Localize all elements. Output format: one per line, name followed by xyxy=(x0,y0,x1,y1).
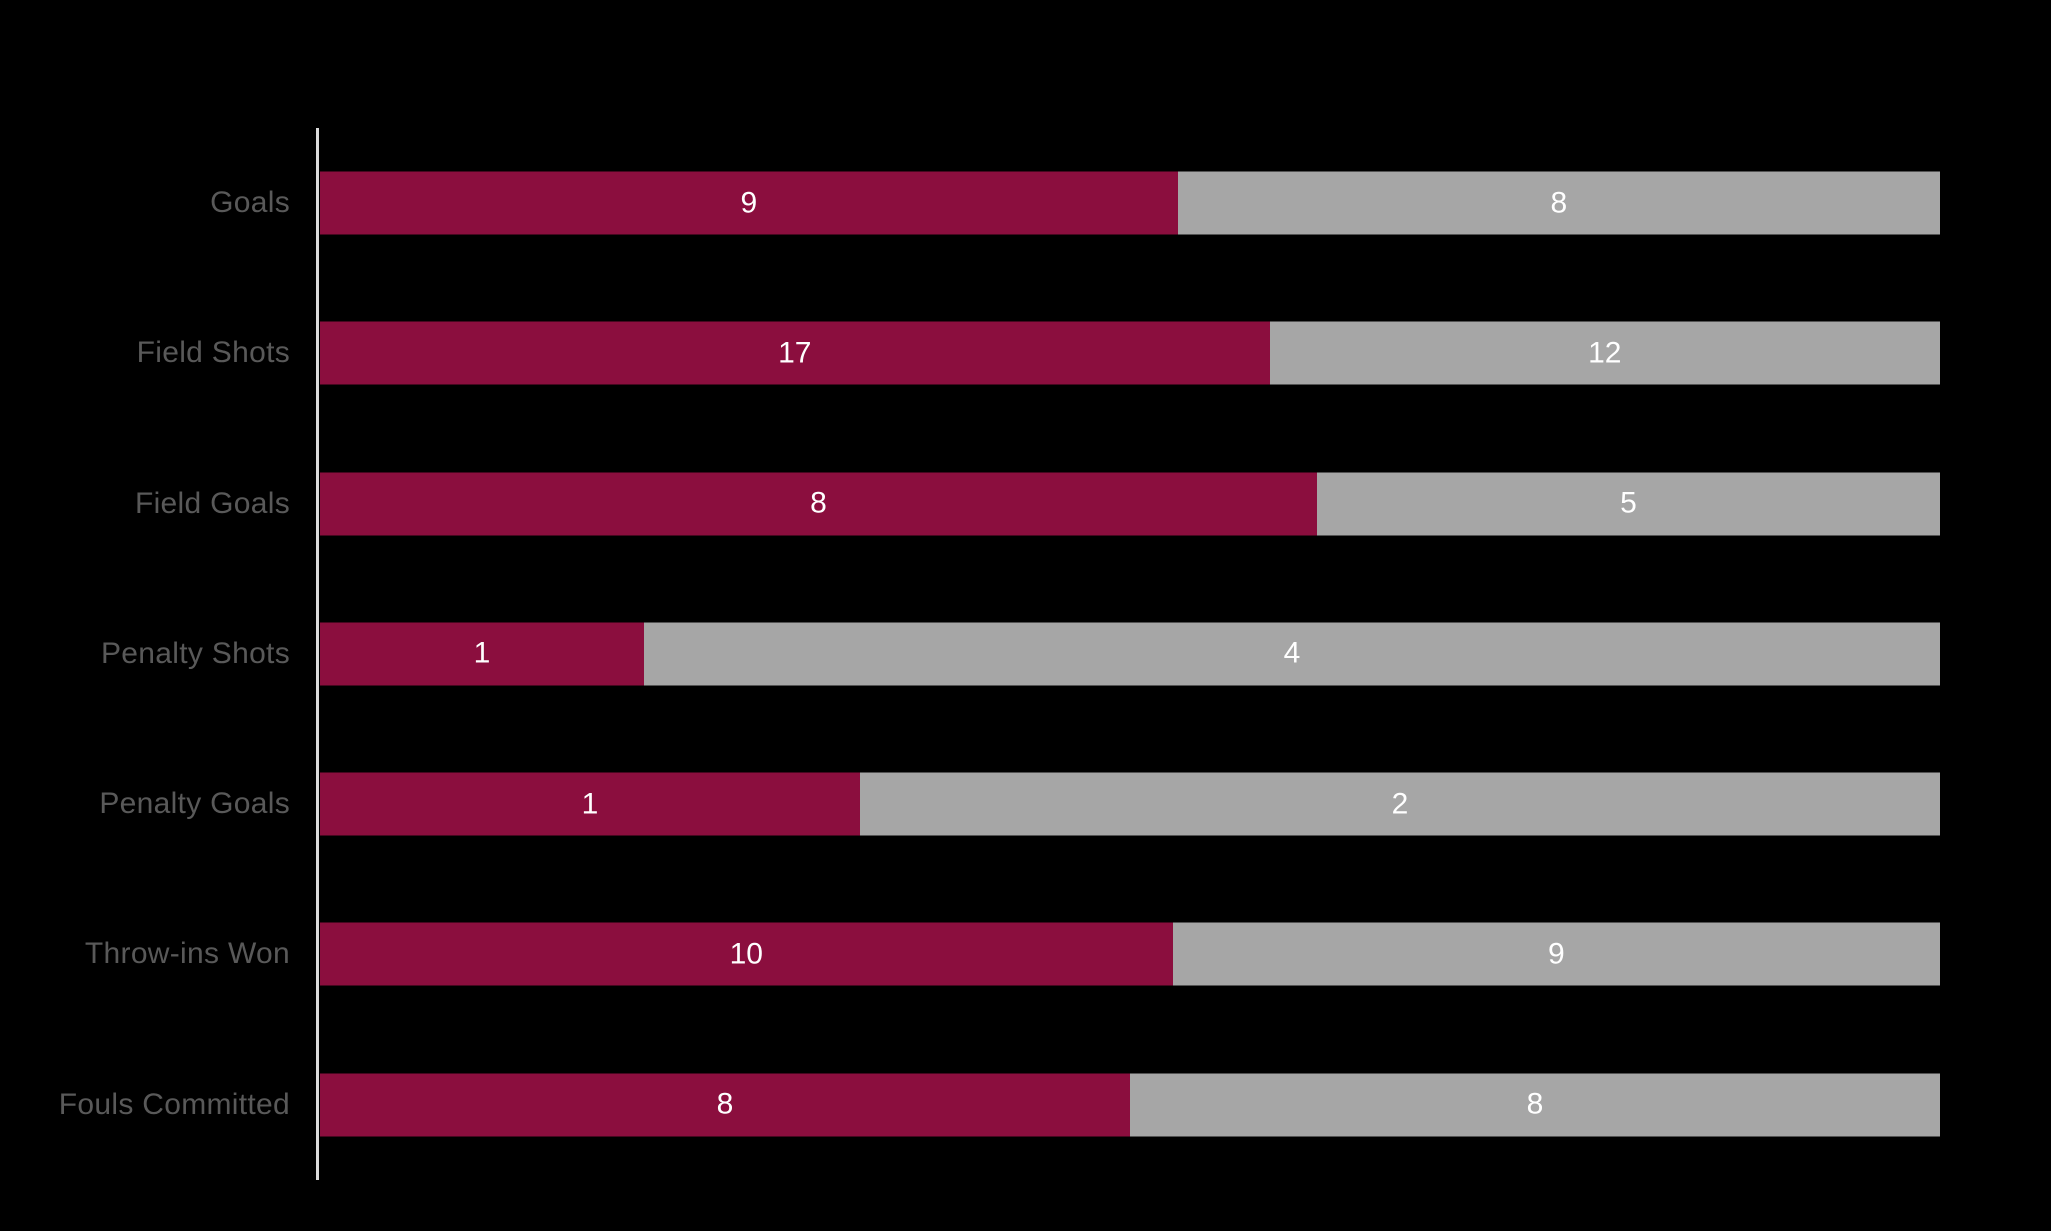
bar-segment-maroon: 9 xyxy=(320,171,1178,235)
bar-segment-gray: 8 xyxy=(1177,171,1940,235)
bar-segment-gray: 4 xyxy=(644,622,1940,686)
value-label-gray: 4 xyxy=(1283,636,1301,670)
value-label-maroon: 8 xyxy=(716,1087,734,1121)
bar-segment-maroon: 1 xyxy=(320,622,644,686)
value-label-gray: 9 xyxy=(1547,937,1565,971)
value-label-maroon: 8 xyxy=(810,486,827,520)
bar-segment-gray: 8 xyxy=(1130,1073,1940,1137)
bar-track: 8 8 xyxy=(320,1073,1940,1137)
bar-track: 1 4 xyxy=(320,622,1940,686)
bar-row: Goals 9 8 xyxy=(0,128,2051,278)
value-label-maroon: 10 xyxy=(729,937,763,971)
bar-row: Throw-ins Won 10 9 xyxy=(0,879,2051,1029)
category-label: Field Goals xyxy=(134,486,290,520)
value-label-gray: 8 xyxy=(1526,1087,1544,1121)
category-label: Field Shots xyxy=(136,336,290,370)
bar-segment-gray: 5 xyxy=(1316,472,1940,536)
category-label: Goals xyxy=(210,186,290,220)
value-label-gray: 12 xyxy=(1588,336,1622,370)
bar-segment-maroon: 1 xyxy=(320,772,860,836)
bar-row: Field Goals 8 5 xyxy=(0,429,2051,579)
value-label-maroon: 1 xyxy=(473,636,491,670)
y-axis-line xyxy=(316,128,319,1180)
bar-segment-maroon: 8 xyxy=(320,1073,1130,1137)
value-label-maroon: 17 xyxy=(778,336,812,370)
bar-row: Fouls Committed 8 8 xyxy=(0,1030,2051,1180)
value-label-maroon: 9 xyxy=(740,186,758,220)
bar-segment-maroon: 17 xyxy=(320,321,1270,385)
bar-row: Penalty Goals 1 2 xyxy=(0,729,2051,879)
category-label: Throw-ins Won xyxy=(84,937,290,971)
bar-row: Penalty Shots 1 4 xyxy=(0,579,2051,729)
chart-plot-area: Goals 9 8 Field Shots 17 12 Field Goals … xyxy=(0,128,2051,1180)
value-label-gray: 2 xyxy=(1391,787,1409,821)
bar-segment-maroon: 10 xyxy=(320,922,1173,986)
category-label: Penalty Shots xyxy=(100,636,290,670)
bar-segment-maroon: 8 xyxy=(320,472,1317,536)
value-label-maroon: 1 xyxy=(581,787,599,821)
bar-row: Field Shots 17 12 xyxy=(0,278,2051,428)
category-label: Penalty Goals xyxy=(99,787,290,821)
bar-track: 1 2 xyxy=(320,772,1940,836)
value-label-gray: 5 xyxy=(1620,486,1637,520)
bar-segment-gray: 9 xyxy=(1172,922,1940,986)
bar-segment-gray: 12 xyxy=(1269,321,1940,385)
bar-track: 9 8 xyxy=(320,171,1940,235)
bar-track: 8 5 xyxy=(320,472,1940,536)
value-label-gray: 8 xyxy=(1550,186,1568,220)
bar-track: 17 12 xyxy=(320,321,1940,385)
bar-track: 10 9 xyxy=(320,922,1940,986)
category-label: Fouls Committed xyxy=(58,1087,290,1121)
bar-segment-gray: 2 xyxy=(859,772,1940,836)
